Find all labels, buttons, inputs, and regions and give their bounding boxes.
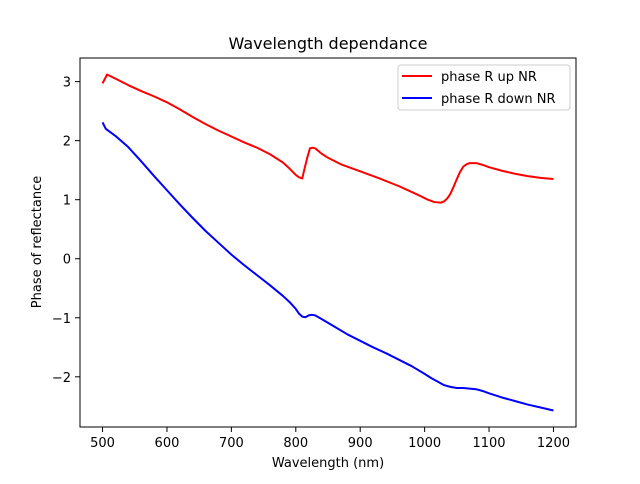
series-line-phase-r-up-nr: [101, 73, 554, 204]
plot-area: 500 600 700 800 900 1000 1100 1200 −2 −1 0 1 2 3: [52, 57, 577, 451]
legend-box: [397, 64, 571, 111]
y-tick-label: 3: [63, 76, 71, 91]
y-tick-label: 2: [63, 135, 71, 150]
x-tick-label: 500: [90, 436, 115, 451]
x-tick-label: 800: [283, 436, 308, 451]
legend-label-phase-r-up-nr: phase R up NR: [441, 70, 537, 85]
x-tick-label: 900: [348, 436, 373, 451]
x-axis-ticks: 500 600 700 800 900 1000 1100 1200: [90, 427, 570, 451]
legend-label-phase-r-down-nr: phase R down NR: [441, 92, 556, 107]
series-layer: [101, 73, 554, 412]
series-line-phase-r-down-nr: [101, 121, 554, 412]
x-tick-label: 1100: [472, 436, 505, 451]
legend: phase R up NR phase R down NR: [397, 64, 571, 111]
x-tick-label: 1000: [408, 436, 441, 451]
y-axis-ticks: −2 −1 0 1 2 3: [52, 76, 80, 386]
x-axis-label: Wavelength (nm): [272, 456, 384, 471]
axes-frame: [79, 57, 577, 428]
y-tick-label: −2: [52, 371, 71, 386]
chart-title: Wavelength dependance: [229, 34, 428, 53]
y-axis-label: Phase of reflectance: [30, 176, 45, 308]
x-tick-label: 600: [155, 436, 180, 451]
x-tick-label: 700: [219, 436, 244, 451]
y-tick-label: 1: [63, 194, 71, 209]
x-tick-label: 1200: [537, 436, 570, 451]
y-tick-label: 0: [63, 253, 71, 268]
y-tick-label: −1: [52, 312, 71, 327]
